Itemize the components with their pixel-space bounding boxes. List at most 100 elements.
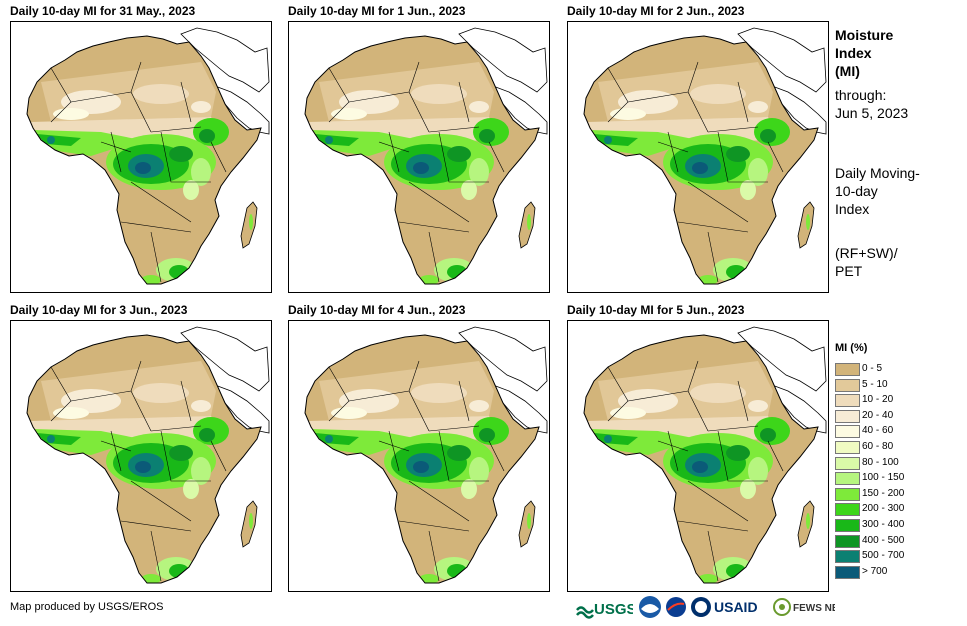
legend-item: 150 - 200 <box>835 487 955 502</box>
panel-title: Daily 10-day MI for 4 Jun., 2023 <box>288 303 466 317</box>
legend-label: > 700 <box>862 565 888 577</box>
africa-moisture-map <box>26 326 270 584</box>
legend-item: 80 - 100 <box>835 456 955 471</box>
legend-swatch <box>835 378 860 392</box>
formula-line1: (RF+SW)/ <box>835 245 898 261</box>
legend-item: 60 - 80 <box>835 440 955 455</box>
africa-outline <box>26 334 262 584</box>
arabia-outline <box>214 85 270 135</box>
europe-outline <box>737 326 827 392</box>
africa-outline <box>583 334 819 584</box>
legend-swatch <box>835 472 860 486</box>
panel-title: Daily 10-day MI for 31 May., 2023 <box>10 4 196 18</box>
legend-item: 40 - 60 <box>835 424 955 439</box>
madagascar <box>518 201 536 249</box>
side-title-line1: Moisture <box>835 27 894 43</box>
africa-outline <box>26 35 262 285</box>
side-title-line2: Index <box>835 45 872 61</box>
legend-item: 100 - 150 <box>835 471 955 486</box>
panel-title: Daily 10-day MI for 3 Jun., 2023 <box>10 303 188 317</box>
africa-moisture-map <box>304 326 548 584</box>
europe-outline <box>458 27 548 93</box>
map-panel <box>567 21 829 293</box>
arabia-outline <box>492 384 548 434</box>
arabia-outline <box>771 384 827 434</box>
legend-swatch <box>835 534 860 548</box>
legend-label: 80 - 100 <box>862 456 899 468</box>
arabia-outline <box>771 85 827 135</box>
madagascar <box>240 201 258 249</box>
usaid-logo: USAID <box>691 597 758 617</box>
legend-item: 10 - 20 <box>835 393 955 408</box>
panel-title: Daily 10-day MI for 2 Jun., 2023 <box>567 4 745 18</box>
legend-swatch <box>835 519 860 532</box>
legend-swatch <box>835 487 860 501</box>
legend-swatch <box>835 503 860 517</box>
panel-title: Daily 10-day MI for 1 Jun., 2023 <box>288 4 466 18</box>
madagascar <box>518 500 536 548</box>
legend-title: MI (%) <box>835 342 868 354</box>
fews-logo-text: FEWS NET <box>793 603 835 614</box>
legend-label: 300 - 400 <box>862 519 905 530</box>
legend-item: 0 - 5 <box>835 362 955 377</box>
usaid-logo-text: USAID <box>714 599 758 615</box>
legend-item: 20 - 40 <box>835 409 955 424</box>
nasa-logo <box>666 597 686 617</box>
africa-outline <box>304 35 540 285</box>
africa-moisture-map <box>304 27 548 285</box>
legend-swatch <box>835 409 860 423</box>
legend-label: 100 - 150 <box>862 472 905 484</box>
formula-block: (RF+SW)/ PET <box>835 244 898 280</box>
legend-item: 200 - 300 <box>835 502 955 517</box>
legend-item: 5 - 10 <box>835 378 955 393</box>
madagascar <box>797 500 815 548</box>
panel-title: Daily 10-day MI for 5 Jun., 2023 <box>567 303 745 317</box>
africa-moisture-map <box>583 27 827 285</box>
madagascar <box>240 500 258 548</box>
legend-swatch <box>835 456 860 470</box>
madagascar <box>797 201 815 249</box>
legend-label: 0 - 5 <box>862 363 883 374</box>
logos-strip: USGS USAID FEWS NET <box>575 594 835 620</box>
africa-outline <box>583 35 819 285</box>
map-panel <box>288 21 550 293</box>
side-title-line3: (MI) <box>835 63 860 79</box>
map-panel <box>288 320 550 592</box>
legend-item: > 700 <box>835 565 955 580</box>
legend-swatch <box>835 425 860 439</box>
arabia-outline <box>214 384 270 434</box>
map-panel <box>10 320 272 592</box>
legend-label: 60 - 80 <box>862 441 894 452</box>
legend-label: 20 - 40 <box>862 409 894 421</box>
legend-label: 5 - 10 <box>862 378 888 390</box>
through-date: Jun 5, 2023 <box>835 105 909 121</box>
europe-outline <box>180 326 270 392</box>
legend-swatch <box>835 565 860 579</box>
europe-outline <box>458 326 548 392</box>
legend-label: 200 - 300 <box>862 503 905 515</box>
arabia-outline <box>492 85 548 135</box>
legend-swatch <box>835 441 860 454</box>
map-panel <box>10 21 272 293</box>
africa-moisture-map <box>26 27 270 285</box>
africa-outline <box>304 334 540 584</box>
africa-moisture-map <box>583 326 827 584</box>
legend-item: 300 - 400 <box>835 518 955 533</box>
legend-swatch <box>835 550 860 564</box>
usgs-logo-text: USGS <box>594 601 633 618</box>
europe-outline <box>737 27 827 93</box>
fews-logo: FEWS NET <box>773 598 835 616</box>
through-label: through: <box>835 87 887 103</box>
legend-label: 400 - 500 <box>862 534 905 546</box>
legend-label: 40 - 60 <box>862 425 894 437</box>
europe-outline <box>180 27 270 93</box>
side-title: Moisture Index (MI) <box>835 26 893 80</box>
credit-text: Map produced by USGS/EROS <box>10 601 164 613</box>
legend-item: 500 - 700 <box>835 549 955 564</box>
legend-label: 150 - 200 <box>862 487 905 499</box>
legend-label: 10 - 20 <box>862 394 894 406</box>
description-line3: Index <box>835 201 870 217</box>
usgs-logo: USGS <box>576 601 633 619</box>
legend-swatch <box>835 394 860 408</box>
through-block: through: Jun 5, 2023 <box>835 86 908 122</box>
